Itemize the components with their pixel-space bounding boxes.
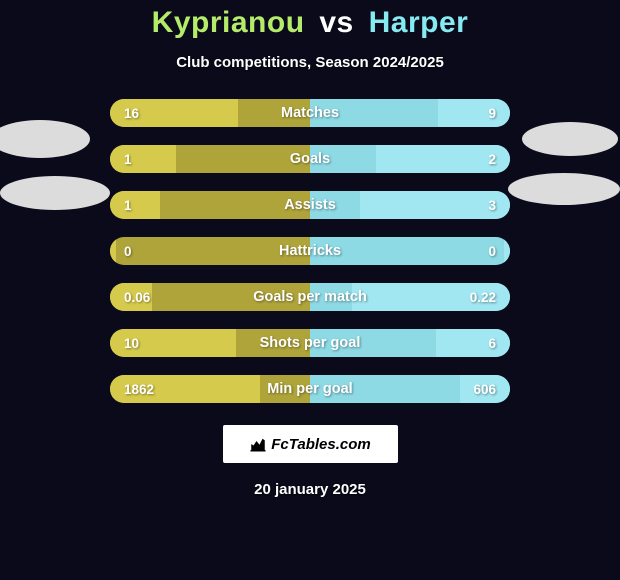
left-fill <box>110 99 238 127</box>
right-fill <box>504 237 510 265</box>
left-fill <box>110 283 152 311</box>
left-fill <box>110 145 176 173</box>
right-track <box>310 237 510 265</box>
chart-icon <box>249 435 267 453</box>
vs-label: vs <box>319 6 353 39</box>
right-fill <box>460 375 510 403</box>
stat-row: 0.060.22Goals per match <box>110 283 510 311</box>
comparison-title: Kyprianou vs Harper <box>0 0 620 40</box>
stat-row: 13Assists <box>110 191 510 219</box>
left-fill <box>110 191 160 219</box>
left-fill <box>110 375 260 403</box>
left-fill <box>110 237 116 265</box>
right-fill <box>438 99 510 127</box>
left-track <box>110 237 310 265</box>
date-label: 20 january 2025 <box>0 481 620 498</box>
stat-row: 00Hattricks <box>110 237 510 265</box>
bg-ellipse <box>522 122 618 156</box>
watermark-text: FcTables.com <box>271 436 370 453</box>
stat-row: 12Goals <box>110 145 510 173</box>
left-fill <box>110 329 236 357</box>
player-right-name: Harper <box>369 6 469 39</box>
right-fill <box>360 191 510 219</box>
bg-ellipse <box>0 120 90 158</box>
stat-row: 106Shots per goal <box>110 329 510 357</box>
season-subtitle: Club competitions, Season 2024/2025 <box>0 54 620 71</box>
watermark-badge: FcTables.com <box>223 425 398 463</box>
right-fill <box>352 283 510 311</box>
bg-ellipse <box>0 176 110 210</box>
stat-row: 169Matches <box>110 99 510 127</box>
player-left-name: Kyprianou <box>152 6 305 39</box>
stat-row: 1862606Min per goal <box>110 375 510 403</box>
stats-rows: 169Matches 12Goals 13Assists 00Hattricks 0.0… <box>110 99 510 403</box>
right-fill <box>436 329 510 357</box>
right-fill <box>376 145 510 173</box>
bg-ellipse <box>508 173 620 205</box>
